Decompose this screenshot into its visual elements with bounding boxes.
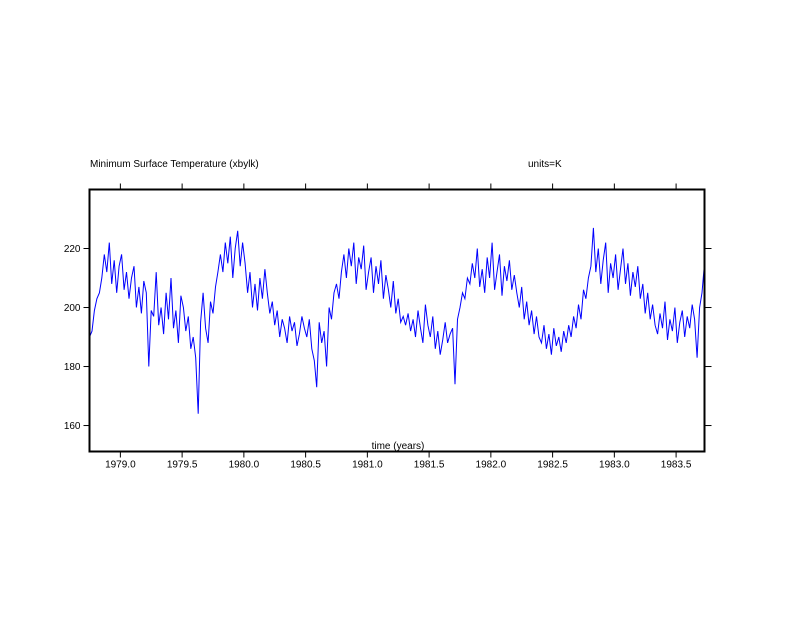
y-tick-label: 160 (64, 421, 81, 432)
y-tick-label: 200 (64, 303, 81, 314)
series-line (89, 227, 705, 414)
x-tick-label: 1981.5 (414, 460, 445, 471)
x-tick-label: 1982.0 (476, 460, 507, 471)
x-axis-label: time (years) (372, 441, 425, 452)
plot-frame (88, 188, 706, 453)
x-tick-label: 1983.5 (661, 460, 692, 471)
x-tick-label: 1982.5 (537, 460, 568, 471)
x-tick-label: 1983.0 (599, 460, 630, 471)
axis-ticks: 1979.0 1979.5 1980.0 1980.5 1981.0 1981.5 1982… (64, 183, 712, 471)
x-tick-label: 1980.0 (229, 460, 260, 471)
y-tick-label: 180 (64, 362, 81, 373)
series-layer (89, 227, 705, 414)
x-tick-label: 1981.0 (352, 460, 383, 471)
x-tick-label: 1979.5 (167, 460, 198, 471)
y-tick-label: 220 (64, 244, 81, 255)
chart-title: Minimum Surface Temperature (xbylk) (90, 159, 259, 170)
x-tick-label: 1980.5 (290, 460, 321, 471)
units-label: units=K (528, 159, 562, 170)
x-tick-label: 1979.0 (105, 460, 136, 471)
